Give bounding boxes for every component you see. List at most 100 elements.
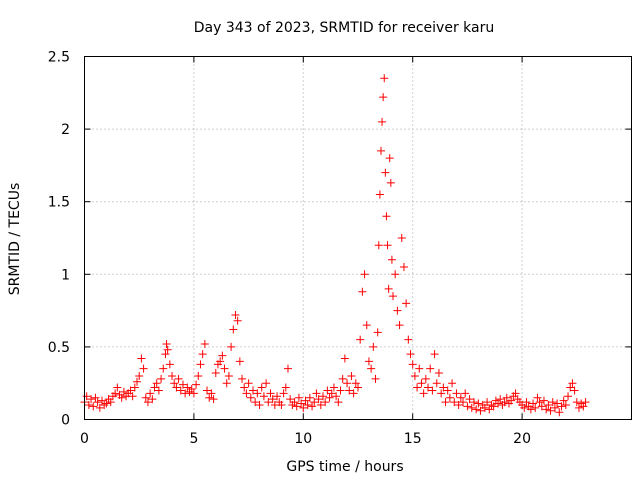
data-point [297,399,306,408]
data-point [159,364,168,373]
data-point [389,292,398,301]
data-point [424,383,433,392]
data-point [137,354,146,363]
data-point [360,270,369,279]
data-point [381,168,390,177]
data-point [548,398,557,407]
data-point [98,396,107,405]
data-point [290,398,299,407]
data-point [172,383,181,392]
data-point [574,403,583,412]
data-point [476,406,485,415]
data-point [432,379,441,388]
y-tick-label: 0.5 [48,340,70,356]
data-point [559,396,568,405]
data-point [211,369,220,378]
data-point [480,403,489,412]
data-point [542,405,551,414]
data-point [397,234,406,242]
data-point [413,383,422,392]
data-point [170,379,179,388]
data-point [529,399,538,408]
data-point [452,389,461,398]
data-point [474,399,483,408]
data-point [428,386,437,395]
data-point [286,395,295,404]
axis-ticks: 0 5 10 15 20 0 0.5 1 1.5 2 2.5 [48,50,632,447]
data-point [189,389,198,398]
x-tick-label: 20 [513,431,531,447]
data-point [196,360,205,369]
data-point [454,400,463,409]
data-point [345,386,354,395]
data-point [371,374,380,383]
y-axis-label: SRMTID / TECUs [7,183,23,296]
data-point [391,270,400,279]
chart-title: Day 343 of 2023, SRMTID for receiver kar… [194,20,494,36]
data-point [128,392,137,401]
data-point [203,386,212,395]
data-point [384,284,393,293]
data-point [531,403,540,412]
data-point [553,399,562,408]
data-point [305,393,314,402]
data-point [338,374,347,383]
data-point [557,402,566,411]
data-point [126,386,135,395]
data-point [496,395,505,404]
data-point [379,93,388,102]
y-tick-label: 1 [61,267,70,283]
x-axis-label: GPS time / hours [286,459,403,475]
data-point [332,392,341,401]
data-point [187,385,196,394]
data-point [119,387,128,396]
plot-frame [84,56,632,420]
data-point [358,287,367,296]
data-point [227,342,236,351]
data-point [141,393,150,402]
data-point [378,117,387,126]
data-point [395,321,404,330]
data-point [539,396,548,405]
data-point [410,371,419,380]
data-point [292,402,301,411]
data-point [318,392,327,401]
data-point [135,371,144,380]
data-point [133,377,142,386]
data-point [146,389,155,398]
grid-lines [84,56,632,420]
data-point [266,389,275,398]
data-point [209,395,218,404]
data-point [426,364,435,373]
data-point [417,379,426,388]
data-point [375,190,384,199]
data-point [312,389,321,398]
data-point [95,403,104,412]
data-point [469,398,478,407]
data-point [303,400,312,409]
data-point [242,389,251,398]
data-point [387,255,396,264]
data-point [87,395,96,404]
data-point [143,398,152,407]
data-point [489,402,498,411]
data-point [351,379,360,388]
data-point [139,364,148,373]
data-point [310,398,319,407]
data-point [235,357,244,366]
data-point [437,389,446,398]
data-point [277,400,286,409]
data-point [520,403,529,412]
data-point [200,339,209,348]
data-point [544,400,553,409]
data-point [168,371,177,380]
data-point [218,351,227,360]
data-point [165,360,174,369]
data-point [459,398,468,407]
data-point [340,354,349,363]
data-point [183,383,192,392]
data-point [380,74,389,83]
data-point [157,374,166,383]
data-point [374,241,383,250]
data-point [356,335,365,344]
